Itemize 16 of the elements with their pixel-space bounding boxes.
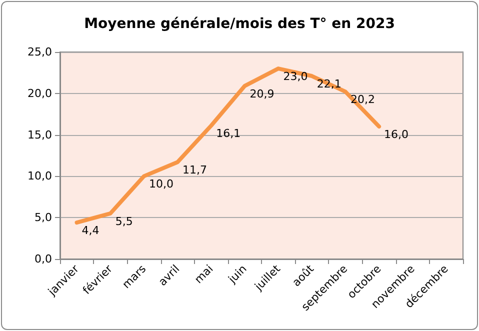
y-tick-label: 10,0 (28, 170, 52, 183)
y-tick-label: 25,0 (28, 46, 52, 58)
data-label: 20,9 (250, 87, 274, 100)
data-label: 16,0 (384, 128, 409, 142)
y-tick-label: 20,0 (28, 86, 52, 100)
data-label: 5,5 (115, 214, 133, 228)
y-tick-label: 5,0 (34, 211, 52, 224)
y-tick-label: 15,0 (28, 128, 52, 142)
data-label: 4,4 (82, 224, 100, 238)
chart-title: Moyenne générale/mois des T° en 2023 (84, 16, 395, 32)
line-series (74, 66, 382, 225)
y-tick-label: 0,0 (34, 252, 52, 266)
data-label: 11,7 (182, 164, 208, 177)
data-label: 10,0 (148, 178, 174, 191)
data-label: 16,1 (216, 127, 241, 140)
data-label: 23,0 (283, 70, 308, 84)
